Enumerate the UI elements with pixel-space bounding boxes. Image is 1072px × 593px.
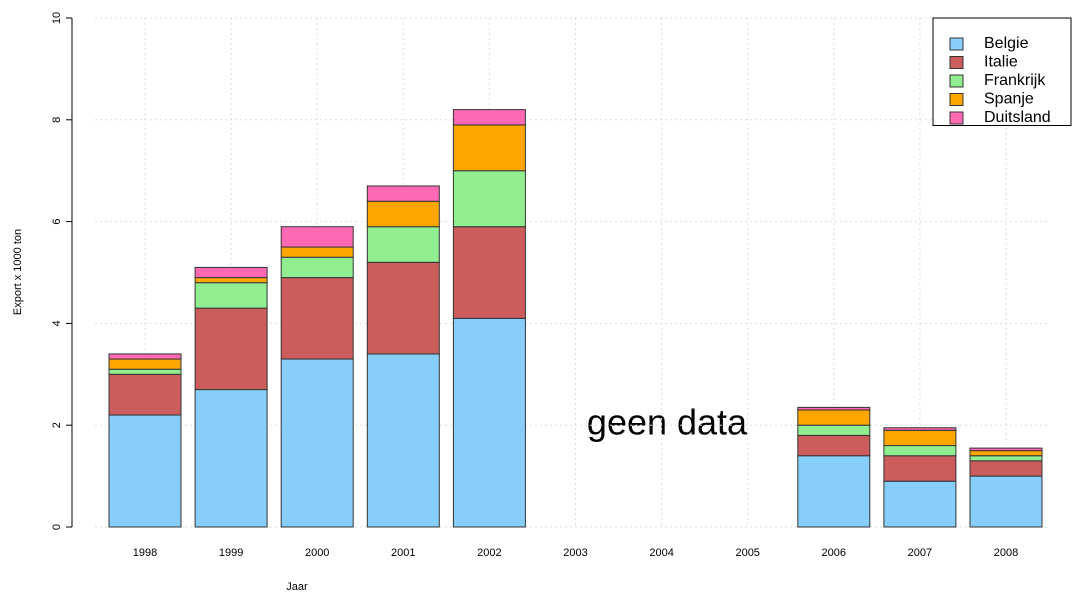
bar-segment (452, 226, 526, 319)
bar-segment (969, 450, 1043, 457)
bar-segment (797, 455, 871, 528)
x-tick-label: 2008 (994, 547, 1018, 559)
bar-segment (883, 455, 957, 482)
legend-swatch (949, 74, 964, 88)
bar-segment (366, 200, 440, 228)
bar-segment (366, 185, 440, 202)
x-tick-label: 2006 (822, 547, 846, 559)
bar-segment (194, 389, 268, 528)
x-tick-label: 2005 (735, 547, 759, 559)
bar-segment (969, 475, 1043, 528)
legend-swatch (949, 111, 964, 125)
x-tick-label: 2000 (305, 547, 329, 559)
bar-segment (969, 447, 1043, 452)
bar-segment (883, 480, 957, 528)
bar-segment (108, 373, 182, 416)
bar-segment (280, 246, 354, 258)
y-tick-label: 6 (51, 219, 63, 225)
bar-segment (194, 277, 268, 284)
bar-segment (452, 109, 526, 126)
y-tick-label: 4 (51, 320, 63, 326)
legend-label: Italie (984, 54, 1018, 71)
legend-swatch (949, 37, 964, 51)
x-tick-label: 2003 (563, 547, 587, 559)
legend-swatch (949, 93, 964, 106)
bar-segment (280, 277, 354, 360)
legend-box (932, 17, 1072, 126)
bar-segment (108, 368, 182, 375)
bar-segment (797, 406, 871, 411)
bar-segment (366, 353, 440, 528)
bar-segment (883, 427, 957, 431)
bar-segment (366, 226, 440, 263)
bar-segment (797, 424, 871, 436)
bar-segment (108, 353, 182, 360)
bar-segment (969, 455, 1043, 462)
bar-segment (280, 256, 354, 279)
x-tick-label: 2002 (477, 547, 501, 559)
bar-segment (452, 317, 526, 528)
x-tick-label: 1999 (219, 547, 243, 559)
legend-swatch (949, 56, 964, 69)
legend-label: Frankrijk (984, 72, 1046, 89)
x-tick-label: 2004 (649, 547, 673, 559)
x-tick-label: 2007 (908, 547, 932, 559)
bar-segment (194, 282, 268, 309)
bar-segment (366, 261, 440, 355)
bar-segment (969, 460, 1043, 477)
y-tick-label: 8 (51, 117, 63, 123)
y-tick-label: 0 (51, 524, 63, 530)
bar-segment (883, 445, 957, 457)
y-tick-label: 10 (51, 12, 63, 24)
bar-segment (194, 266, 268, 279)
x-axis-label: Jaar (286, 581, 308, 593)
y-axis-label: Export x 1000 ton (12, 229, 24, 315)
bar-segment (280, 226, 354, 248)
y-tick-label: 2 (51, 422, 63, 428)
legend-label: Belgie (984, 35, 1029, 52)
bar-segment (194, 307, 268, 391)
x-tick-label: 1998 (133, 547, 157, 559)
bar-segment (452, 170, 526, 228)
bar-segment (108, 414, 182, 528)
bar-segment (108, 358, 182, 370)
legend-label: Spanje (984, 91, 1034, 108)
bar-segment (797, 434, 871, 457)
plot: 0 2 4 6 8 10 1998 1999 2000 2001 2002 2003 2004 2005 2… (51, 12, 1072, 559)
annotation: geen data (587, 402, 748, 443)
bar-segment (797, 409, 871, 426)
bar-segment (452, 124, 526, 172)
x-tick-label: 2001 (391, 547, 415, 559)
legend-label: Duitsland (984, 109, 1051, 126)
bar-segment (883, 429, 957, 447)
bar-segment (280, 358, 354, 528)
